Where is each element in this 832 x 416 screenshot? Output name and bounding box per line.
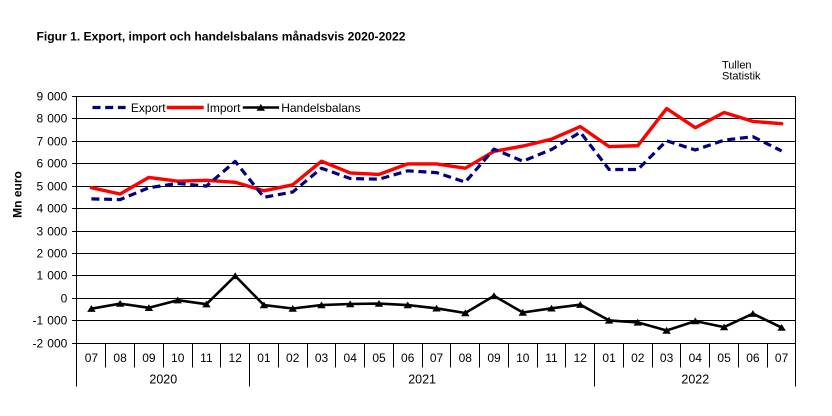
svg-text:08: 08 <box>459 351 473 365</box>
svg-text:5 000: 5 000 <box>36 180 67 194</box>
svg-text:05: 05 <box>717 351 731 365</box>
svg-text:Figur 1. Export, import och ha: Figur 1. Export, import och handelsbalan… <box>37 29 406 43</box>
svg-text:Statistik: Statistik <box>722 71 761 83</box>
svg-text:01: 01 <box>602 351 616 365</box>
svg-text:Export: Export <box>131 101 166 115</box>
svg-text:07: 07 <box>85 351 99 365</box>
svg-text:1 000: 1 000 <box>36 269 67 283</box>
svg-text:02: 02 <box>631 351 645 365</box>
svg-text:2020: 2020 <box>149 372 177 386</box>
svg-text:2 000: 2 000 <box>36 247 67 261</box>
svg-text:08: 08 <box>113 351 127 365</box>
svg-text:10: 10 <box>171 351 185 365</box>
svg-text:-2 000: -2 000 <box>32 337 67 351</box>
svg-text:04: 04 <box>689 351 703 365</box>
svg-text:03: 03 <box>660 351 674 365</box>
svg-text:9 000: 9 000 <box>36 90 67 104</box>
svg-text:06: 06 <box>746 351 760 365</box>
svg-text:05: 05 <box>372 351 386 365</box>
svg-text:0: 0 <box>61 292 68 306</box>
svg-text:3 000: 3 000 <box>36 225 67 239</box>
svg-text:07: 07 <box>430 351 444 365</box>
svg-text:Import: Import <box>207 101 242 115</box>
svg-text:01: 01 <box>257 351 271 365</box>
svg-text:09: 09 <box>487 351 501 365</box>
svg-text:2022: 2022 <box>681 372 709 386</box>
svg-text:12: 12 <box>574 351 588 365</box>
svg-text:06: 06 <box>401 351 415 365</box>
svg-text:03: 03 <box>315 351 329 365</box>
svg-text:8 000: 8 000 <box>36 112 67 126</box>
svg-text:6 000: 6 000 <box>36 157 67 171</box>
svg-text:-1 000: -1 000 <box>32 314 67 328</box>
svg-text:11: 11 <box>545 351 558 365</box>
svg-text:4 000: 4 000 <box>36 202 67 216</box>
svg-text:2021: 2021 <box>408 372 436 386</box>
svg-text:10: 10 <box>516 351 530 365</box>
svg-text:12: 12 <box>229 351 243 365</box>
svg-text:02: 02 <box>286 351 300 365</box>
svg-text:Mn euro: Mn euro <box>11 171 25 218</box>
svg-text:Tullen: Tullen <box>722 59 752 71</box>
svg-text:07: 07 <box>775 351 789 365</box>
svg-text:Handelsbalans: Handelsbalans <box>281 101 360 115</box>
svg-text:11: 11 <box>200 351 213 365</box>
svg-text:09: 09 <box>142 351 156 365</box>
svg-text:04: 04 <box>344 351 358 365</box>
svg-text:7 000: 7 000 <box>36 135 67 149</box>
